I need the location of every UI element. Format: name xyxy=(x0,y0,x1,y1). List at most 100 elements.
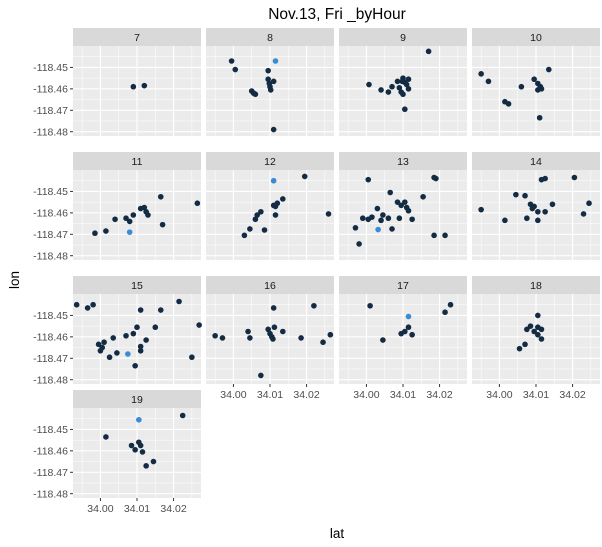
data-point xyxy=(378,217,384,224)
data-point xyxy=(538,336,545,342)
facet-panels: 7 -118.45 -118.46 -118.47 -118.48 8 9 10 11 -118.… xyxy=(33,28,600,515)
x-axis-title: lat xyxy=(330,526,345,541)
data-point xyxy=(90,301,96,308)
data-point xyxy=(387,189,394,196)
data-point xyxy=(176,298,182,305)
x-tick-label: 34.00 xyxy=(486,389,512,401)
data-point xyxy=(141,82,148,89)
facet-strip xyxy=(472,152,600,170)
facet-strip xyxy=(206,28,334,46)
data-point xyxy=(447,301,454,308)
y-tick-label: -118.48 xyxy=(33,488,68,500)
data-point xyxy=(258,208,264,215)
data-point xyxy=(433,175,439,182)
data-point xyxy=(128,442,135,449)
data-point xyxy=(356,241,362,247)
data-point xyxy=(531,328,537,335)
data-point xyxy=(92,230,98,237)
data-point xyxy=(405,76,412,83)
data-point xyxy=(280,328,286,335)
data-point xyxy=(265,67,271,74)
y-tick-label: -118.45 xyxy=(33,186,68,198)
data-point xyxy=(265,76,271,83)
data-point xyxy=(535,312,541,319)
data-point xyxy=(359,215,366,222)
data-point xyxy=(549,201,556,208)
y-tick-label: -118.46 xyxy=(33,208,68,220)
x-tick-label: 34.01 xyxy=(124,503,150,515)
data-point xyxy=(524,215,530,222)
facet-strip xyxy=(339,152,467,170)
data-point xyxy=(245,328,251,335)
data-point xyxy=(157,307,164,313)
data-point xyxy=(389,226,395,232)
data-point xyxy=(298,335,304,341)
data-point xyxy=(367,302,373,309)
data-point xyxy=(137,343,144,350)
data-point xyxy=(228,58,235,64)
facet-strip xyxy=(472,276,600,294)
data-point xyxy=(398,202,404,209)
data-point xyxy=(301,173,308,180)
x-tick-label: 34.01 xyxy=(523,389,549,401)
facet-strip-label: 8 xyxy=(267,32,273,44)
data-point xyxy=(179,412,186,419)
data-point xyxy=(137,307,144,313)
y-tick-label: -118.48 xyxy=(33,250,68,262)
data-point xyxy=(84,305,91,311)
data-point xyxy=(325,211,332,217)
y-tick-label: -118.45 xyxy=(33,62,68,74)
data-point xyxy=(254,212,260,218)
data-point xyxy=(101,339,107,346)
facet-strip xyxy=(73,276,201,294)
data-point xyxy=(123,215,129,222)
data-point xyxy=(232,66,239,73)
data-point xyxy=(405,207,412,214)
data-point xyxy=(261,227,268,233)
data-point xyxy=(535,217,541,224)
facet-panel-19: 19 -118.45 -118.46 -118.47 -118.48 34.00 34.01… xyxy=(33,390,201,515)
data-point xyxy=(270,336,276,342)
data-point xyxy=(123,332,129,339)
facet-panel-15: 15 -118.45 -118.46 -118.47 -118.48 xyxy=(33,276,202,386)
data-point xyxy=(327,331,334,338)
facet-panel-14: 14 xyxy=(472,152,600,260)
data-point xyxy=(258,372,264,379)
data-point xyxy=(320,339,326,346)
data-point xyxy=(405,324,412,331)
data-point-highlight xyxy=(126,229,133,235)
data-point xyxy=(189,354,195,361)
data-point-highlight xyxy=(270,177,277,184)
data-point xyxy=(409,216,415,223)
facet-strip xyxy=(339,276,467,294)
data-point xyxy=(194,200,201,207)
facet-panel-18: 18 34.00 34.01 34.02 xyxy=(472,276,600,401)
data-point xyxy=(130,212,137,218)
data-point xyxy=(110,335,117,341)
data-point xyxy=(247,226,253,232)
facet-strip-label: 7 xyxy=(134,32,140,44)
facet-strip-label: 10 xyxy=(530,32,542,44)
data-point xyxy=(389,83,395,90)
data-point xyxy=(442,309,448,316)
data-point xyxy=(159,221,166,228)
data-point xyxy=(280,196,286,202)
data-point xyxy=(311,302,317,309)
y-tick-label: -118.47 xyxy=(33,353,68,365)
data-point xyxy=(130,83,137,90)
data-point xyxy=(522,192,528,199)
data-point xyxy=(212,332,218,339)
x-tick-label: 34.02 xyxy=(160,503,186,515)
data-point xyxy=(252,91,259,98)
data-point xyxy=(394,199,401,205)
data-point xyxy=(103,228,109,234)
data-point xyxy=(385,89,392,95)
data-point xyxy=(139,449,146,455)
data-point xyxy=(542,175,548,182)
data-point xyxy=(396,84,403,91)
facet-strip xyxy=(73,390,201,408)
data-point xyxy=(546,66,552,73)
x-tick-label: 34.00 xyxy=(87,503,113,515)
data-point xyxy=(103,434,109,440)
